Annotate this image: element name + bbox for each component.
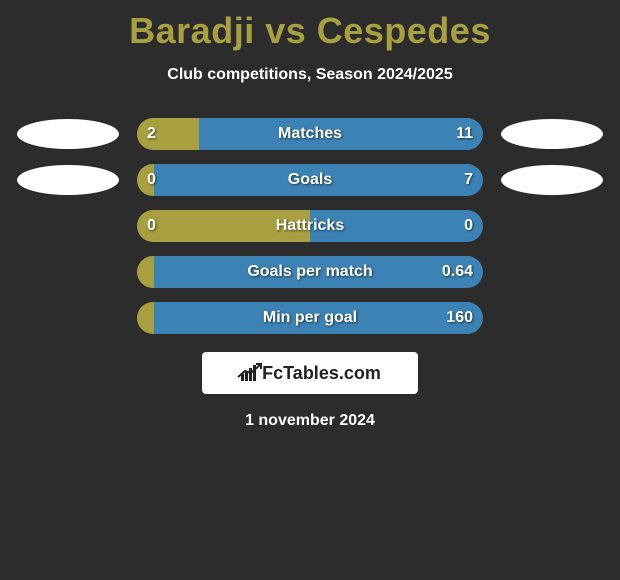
player-right-badge bbox=[501, 257, 603, 287]
stat-value-left: 2 bbox=[147, 118, 156, 150]
player-left-badge bbox=[17, 211, 119, 241]
stat-label: Hattricks bbox=[137, 210, 483, 242]
stat-value-right: 0 bbox=[464, 210, 473, 242]
stat-value-left: 0 bbox=[147, 164, 156, 196]
player-right-badge bbox=[501, 211, 603, 241]
player-left-badge bbox=[17, 303, 119, 333]
stat-bar: Min per goal160 bbox=[137, 302, 483, 334]
player-left-badge bbox=[17, 165, 119, 195]
stat-value-right: 0.64 bbox=[442, 256, 473, 288]
page-title: Baradji vs Cespedes bbox=[129, 10, 491, 52]
bars-rising-icon bbox=[239, 365, 256, 381]
player-right-badge bbox=[501, 165, 603, 195]
stat-bar: Matches2 11 bbox=[137, 118, 483, 150]
brand-text: FcTables.com bbox=[262, 363, 381, 384]
comparison-chart: Matches211Goals07Hattricks00Goals per ma… bbox=[0, 118, 620, 334]
stat-label: Matches bbox=[137, 118, 483, 150]
stat-value-right: 11 bbox=[456, 118, 473, 150]
stat-bar: Goals per match0.64 bbox=[137, 256, 483, 288]
stat-row: Goals per match0.64 bbox=[0, 256, 620, 288]
stat-row: Min per goal160 bbox=[0, 302, 620, 334]
stat-row: Hattricks0 0 bbox=[0, 210, 620, 242]
stat-bar: Goals0 7 bbox=[137, 164, 483, 196]
stat-value-right: 160 bbox=[446, 302, 473, 334]
stat-bar: Hattricks0 0 bbox=[137, 210, 483, 242]
stat-value-left: 0 bbox=[147, 210, 156, 242]
player-right-badge bbox=[501, 303, 603, 333]
stat-label: Goals per match bbox=[137, 256, 483, 288]
stat-label: Min per goal bbox=[137, 302, 483, 334]
stat-row: Goals0 7 bbox=[0, 164, 620, 196]
subtitle: Club competitions, Season 2024/2025 bbox=[167, 66, 452, 84]
player-left-badge bbox=[17, 257, 119, 287]
brand-badge: FcTables.com bbox=[202, 352, 418, 394]
stat-value-right: 7 bbox=[464, 164, 473, 196]
stat-label: Goals bbox=[137, 164, 483, 196]
update-date: 1 november 2024 bbox=[245, 412, 375, 430]
stat-row: Matches2 11 bbox=[0, 118, 620, 150]
player-right-badge bbox=[501, 119, 603, 149]
player-left-badge bbox=[17, 119, 119, 149]
